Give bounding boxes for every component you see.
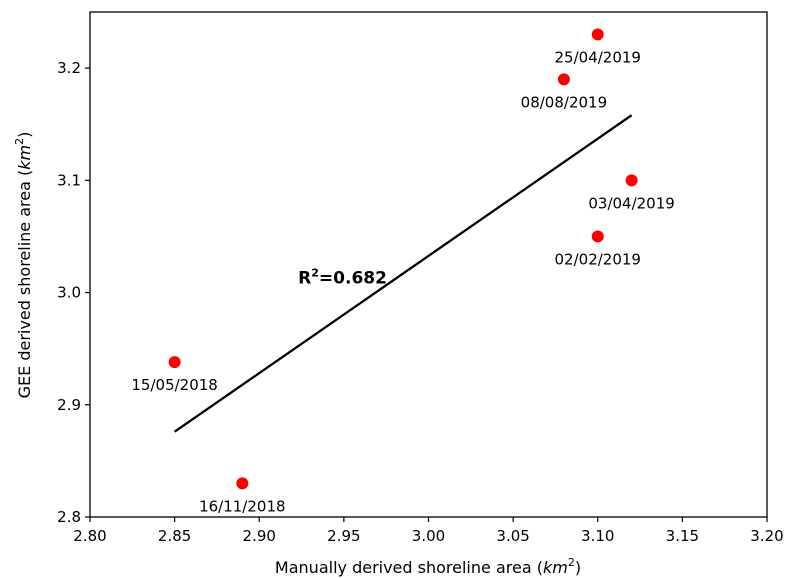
data-point-label: 03/04/2019 xyxy=(588,194,674,212)
data-point xyxy=(557,73,570,86)
x-tick-label: 3.20 xyxy=(750,527,783,545)
x-tick-label: 3.15 xyxy=(666,527,699,545)
x-tick-label: 3.05 xyxy=(496,527,529,545)
data-point-label: 16/11/2018 xyxy=(199,497,285,515)
y-tick-label: 2.8 xyxy=(57,508,81,526)
x-tick-label: 2.85 xyxy=(158,527,191,545)
data-point-label: 02/02/2019 xyxy=(555,250,641,268)
data-point-label: 25/04/2019 xyxy=(555,48,641,66)
y-axis-ticks: 2.8 2.9 3.0 3.1 3.2 xyxy=(57,59,90,526)
data-point xyxy=(168,356,181,369)
x-tick-label: 3.10 xyxy=(581,527,614,545)
x-axis-label: Manually derived shoreline area (km2) xyxy=(275,556,581,577)
y-tick-label: 3.2 xyxy=(57,59,81,77)
x-tick-label: 2.90 xyxy=(243,527,276,545)
plot-content: 15/05/2018 16/11/2018 08/08/2019 25/04/2019… xyxy=(131,28,675,515)
trend-line xyxy=(173,114,633,433)
x-tick-label: 3.00 xyxy=(412,527,445,545)
data-point-label: 15/05/2018 xyxy=(131,376,217,394)
y-tick-label: 2.9 xyxy=(57,396,81,414)
x-tick-label: 2.80 xyxy=(73,527,106,545)
data-point xyxy=(625,174,638,187)
r-squared-annotation: R2=0.682 xyxy=(298,267,387,289)
data-point xyxy=(236,477,249,490)
y-tick-label: 3.0 xyxy=(57,284,81,302)
x-axis-ticks: 2.80 2.85 2.90 2.95 3.00 3.05 3.10 3.15 3.20 xyxy=(73,517,784,545)
data-point xyxy=(591,230,604,243)
y-tick-label: 3.1 xyxy=(57,171,81,189)
data-point-label: 08/08/2019 xyxy=(521,93,607,111)
data-point xyxy=(591,28,604,41)
y-axis-label: GEE derived shoreline area (km2) xyxy=(13,132,34,399)
x-tick-label: 2.95 xyxy=(327,527,360,545)
